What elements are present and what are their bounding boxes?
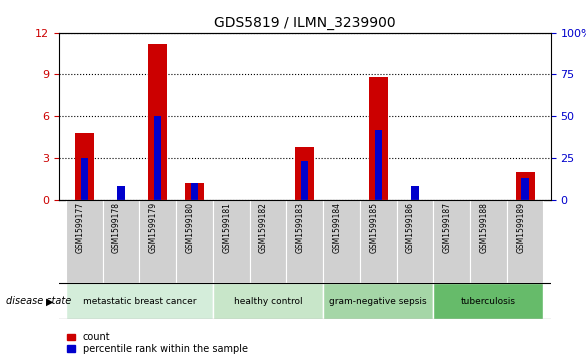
Text: GSM1599183: GSM1599183 (296, 202, 305, 253)
Bar (323, 283, 433, 319)
Text: ▶: ▶ (46, 296, 53, 306)
Bar (287, 200, 323, 283)
Text: GSM1599179: GSM1599179 (149, 202, 158, 253)
Text: GSM1599181: GSM1599181 (222, 202, 231, 253)
Text: GSM1599188: GSM1599188 (479, 202, 488, 253)
Bar (213, 200, 250, 283)
Text: GSM1599182: GSM1599182 (259, 202, 268, 253)
Text: GSM1599186: GSM1599186 (406, 202, 415, 253)
Bar (103, 200, 139, 283)
Bar (397, 200, 433, 283)
Text: disease state: disease state (6, 296, 71, 306)
Title: GDS5819 / ILMN_3239900: GDS5819 / ILMN_3239900 (214, 16, 396, 30)
Bar (433, 283, 543, 319)
Bar (411, 186, 418, 200)
Bar (191, 183, 198, 200)
Text: GSM1599189: GSM1599189 (516, 202, 525, 253)
Bar (250, 200, 287, 283)
Text: GSM1599180: GSM1599180 (186, 202, 195, 253)
Bar (433, 200, 470, 283)
Bar (185, 183, 204, 200)
Bar (66, 200, 103, 283)
Text: gram-negative sepsis: gram-negative sepsis (329, 297, 427, 306)
Bar (213, 283, 323, 319)
Text: tuberculosis: tuberculosis (461, 297, 516, 306)
Bar (154, 116, 162, 200)
Text: healthy control: healthy control (234, 297, 302, 306)
Bar (369, 77, 388, 200)
Text: GSM1599187: GSM1599187 (442, 202, 452, 253)
Bar (295, 147, 314, 200)
Bar (66, 283, 213, 319)
Bar (507, 200, 543, 283)
Text: GSM1599184: GSM1599184 (332, 202, 342, 253)
Text: metastatic breast cancer: metastatic breast cancer (83, 297, 196, 306)
Bar (470, 200, 507, 283)
Bar (323, 200, 360, 283)
Bar (117, 186, 125, 200)
Bar (139, 200, 176, 283)
Bar (81, 158, 88, 200)
Text: GSM1599185: GSM1599185 (369, 202, 378, 253)
Bar (516, 172, 534, 200)
Bar (176, 200, 213, 283)
Bar (148, 44, 168, 200)
Bar (75, 133, 94, 200)
Bar (374, 130, 382, 200)
Text: GSM1599178: GSM1599178 (112, 202, 121, 253)
Text: GSM1599177: GSM1599177 (76, 202, 84, 253)
Legend: count, percentile rank within the sample: count, percentile rank within the sample (63, 329, 252, 358)
Bar (522, 178, 529, 200)
Bar (301, 161, 308, 200)
Bar (360, 200, 397, 283)
